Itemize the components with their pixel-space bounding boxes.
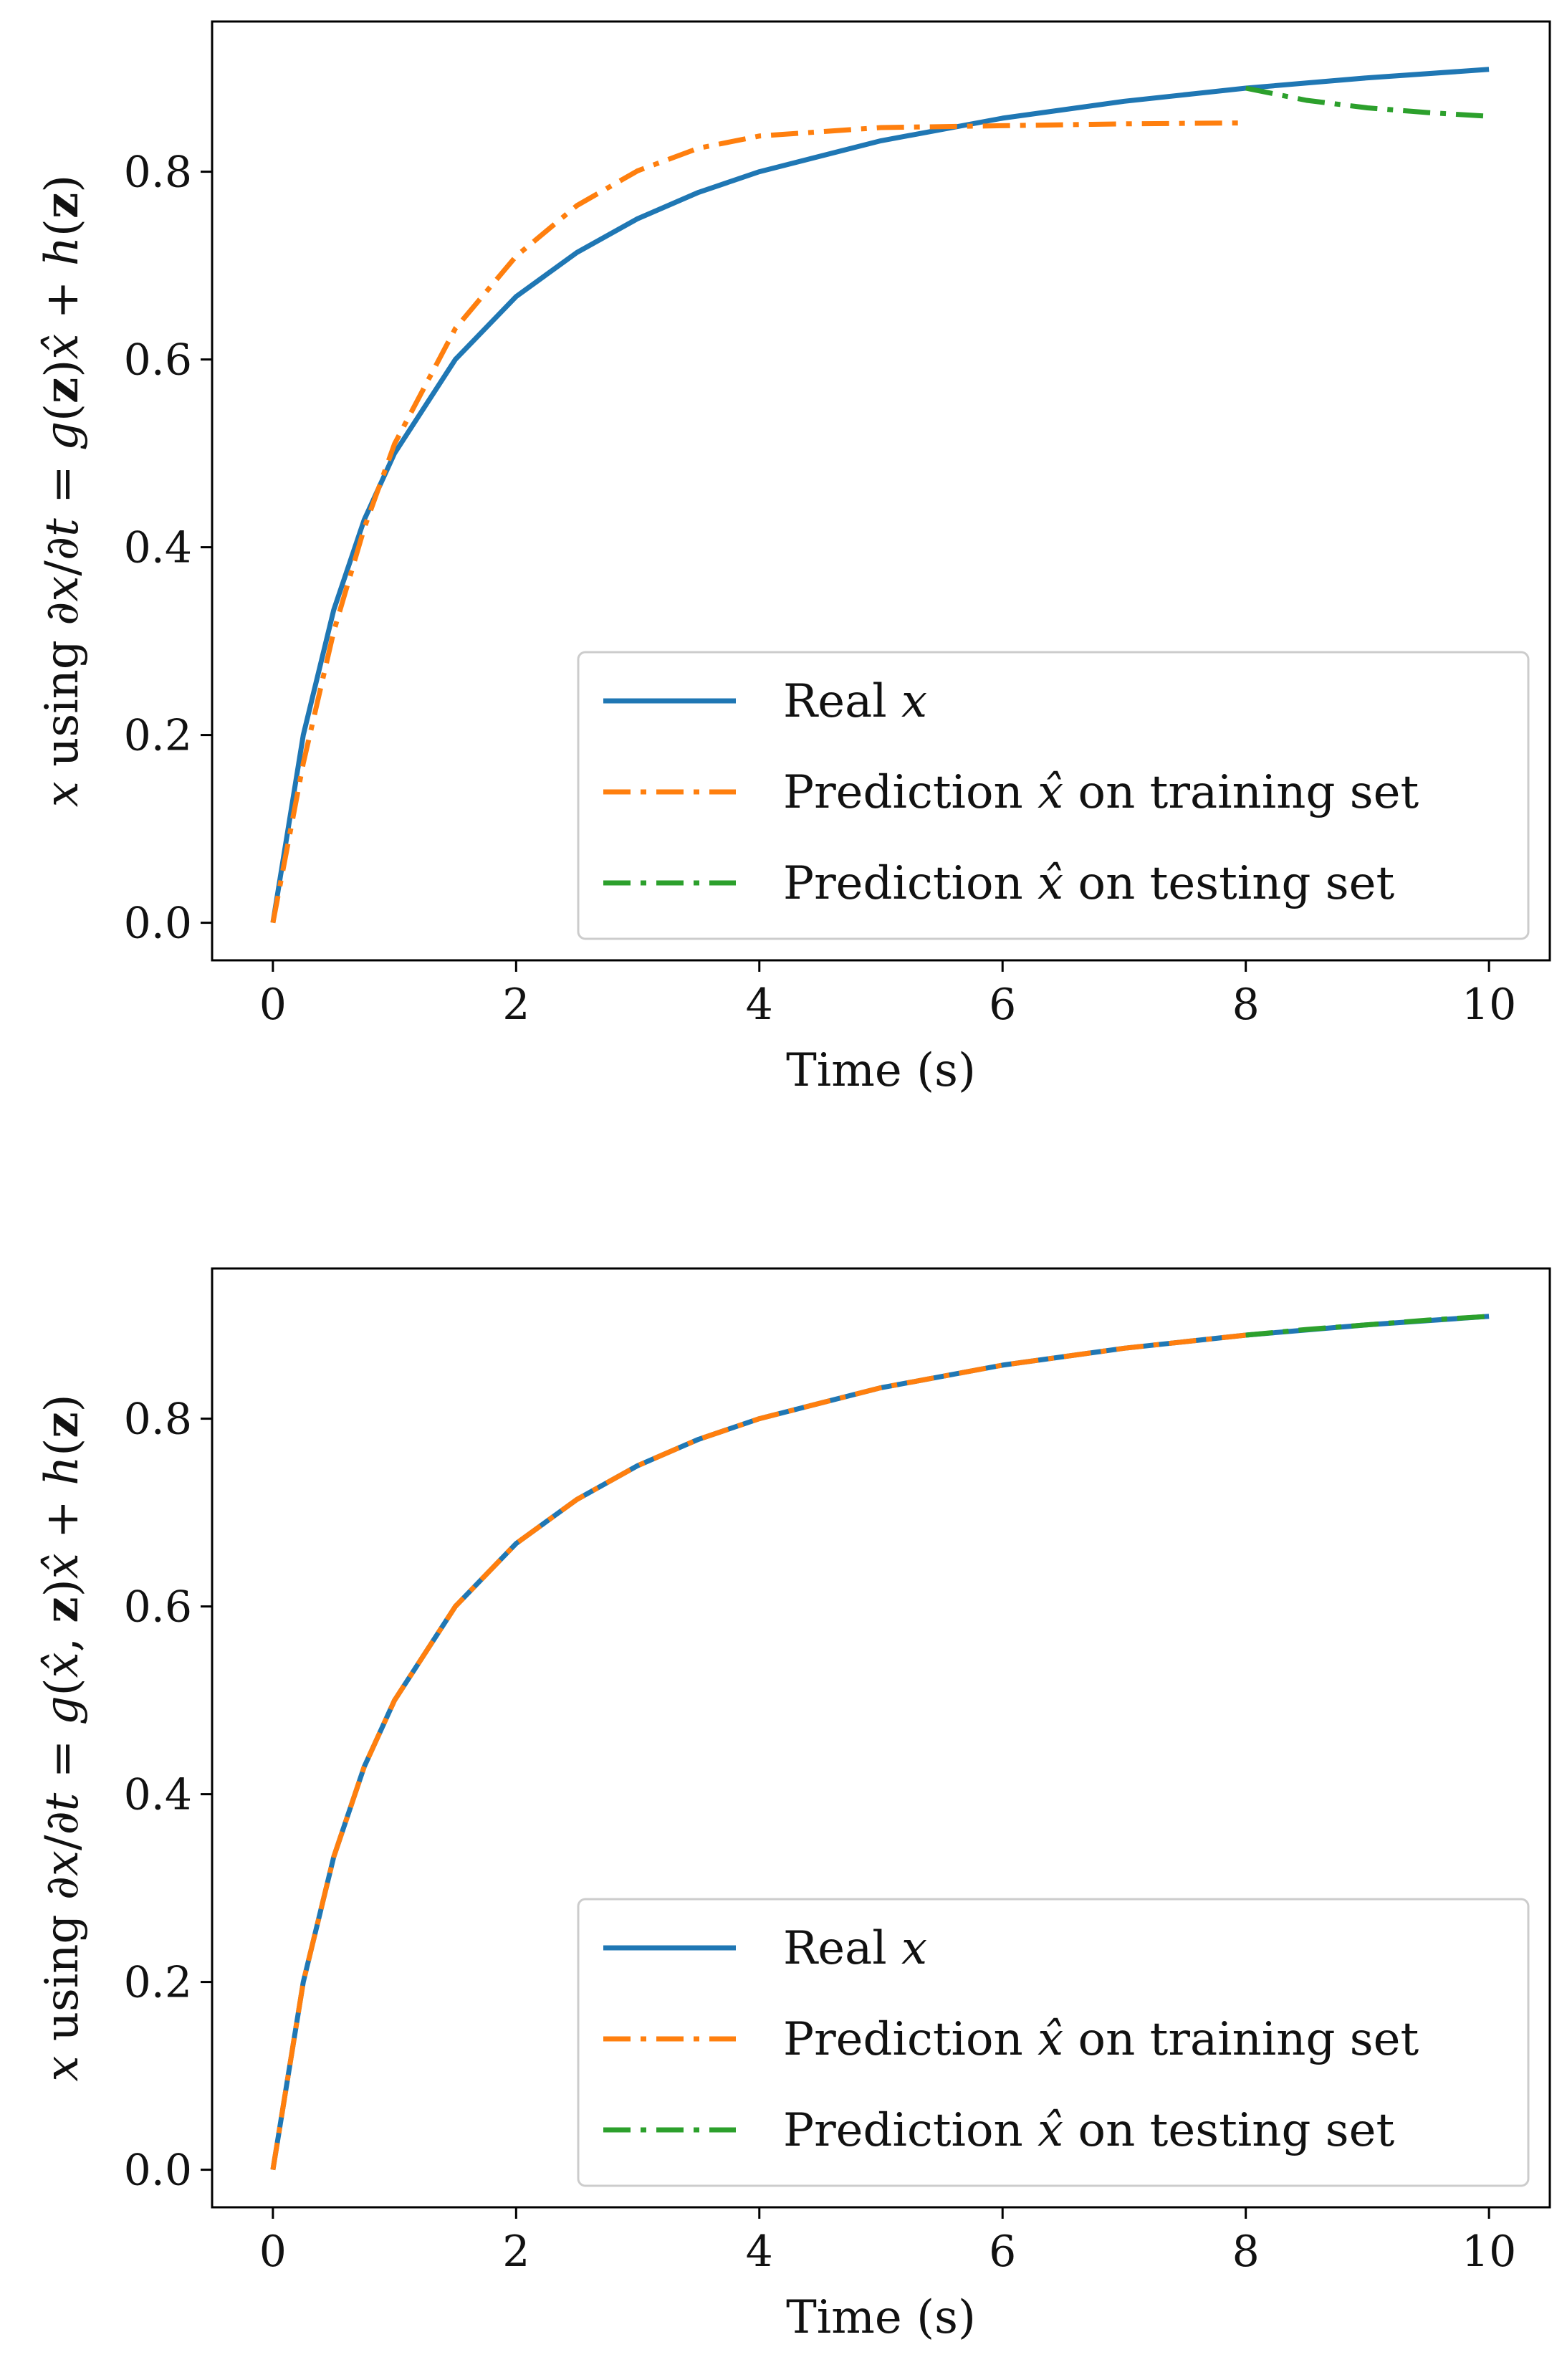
x-tick-label: 8 [1232, 980, 1260, 1030]
ylabel-text: ) [36, 175, 89, 193]
legend-label-text: on training set [1063, 766, 1419, 819]
legend-label-text: on testing set [1063, 857, 1394, 910]
y-tick-label: 0.6 [124, 1582, 192, 1633]
ylabel-text: /∂ [36, 537, 89, 576]
ylabel-var-xhat: x̂ [36, 334, 89, 360]
ylabel-text: /∂ [36, 1811, 89, 1850]
y-tick-label: 0.0 [124, 2146, 192, 2196]
x-tick-label: 6 [989, 2227, 1016, 2277]
x-axis-label: Time (s) [786, 1044, 976, 1097]
ylabel-text: using ∂ [36, 1876, 89, 2056]
legend-label-var: x [901, 675, 927, 728]
x-tick-label: 2 [502, 2227, 529, 2277]
legend-label-var: x̂ [1038, 766, 1063, 819]
legend-label-text: on testing set [1063, 2104, 1394, 2157]
ylabel-text: = [36, 1725, 89, 1792]
y-axis-label: x using ∂x/∂t = g(z)x̂ + h(z) [35, 175, 89, 808]
legend-label: Prediction x̂ on training set [783, 766, 1419, 819]
x-axis-label: Time (s) [786, 2291, 976, 2344]
legend-label: Prediction x̂ on testing set [783, 2104, 1395, 2157]
y-tick-label: 0.8 [124, 148, 192, 198]
legend-label: Prediction x̂ on training set [783, 2013, 1419, 2066]
legend-label: Real x [783, 1922, 927, 1975]
ylabel-func-g: g [36, 421, 89, 451]
series-line-train [270, 1332, 1247, 2171]
ylabel-var-z: z [35, 1597, 89, 1622]
series-line-test [1245, 1314, 1490, 1338]
series-line-test [1245, 85, 1490, 119]
legend-label: Prediction x̂ on testing set [783, 857, 1395, 910]
legend-box [577, 651, 1530, 940]
ylabel-var-xhat: x̂ [36, 1553, 89, 1579]
ylabel-text: = [36, 451, 89, 518]
plot-frame [211, 20, 1551, 962]
y-tick-label: 0.2 [124, 1958, 192, 2008]
x-tick-label: 8 [1232, 2227, 1260, 2277]
ylabel-text: ) [36, 1394, 89, 1412]
ylabel-text: ) [36, 360, 89, 378]
y-tick-label: 0.8 [124, 1395, 192, 1445]
ylabel-text: using ∂ [36, 602, 89, 782]
legend-label-var: x [901, 1922, 927, 1975]
ylabel-text: ( [36, 403, 89, 421]
ylabel-var-z: z [35, 193, 89, 219]
legend-label-text: Prediction [783, 857, 1038, 910]
x-tick-label: 10 [1462, 980, 1516, 1030]
x-tick-label: 4 [746, 2227, 773, 2277]
ylabel-var-z: z [35, 1412, 89, 1438]
y-tick-label: 0.4 [124, 1770, 192, 1820]
ylabel-var-xhat: x̂ [36, 1652, 89, 1678]
x-tick-label: 2 [502, 980, 529, 1030]
series-line-train [270, 120, 1246, 924]
ylabel-var-x: x [36, 576, 89, 602]
legend-label: Real x [783, 675, 927, 728]
y-tick-label: 0.4 [124, 523, 192, 573]
ylabel-text: + [36, 1486, 89, 1553]
legend-label-text: Prediction [783, 2104, 1038, 2157]
ylabel-var-x: x [36, 1850, 89, 1876]
ylabel-var-x: x [36, 781, 89, 807]
x-tick-label: 6 [989, 980, 1016, 1030]
legend-label-var: x̂ [1038, 2104, 1063, 2157]
y-axis-label: x using ∂x/∂t = g(x̂, z)x̂ + h(z) [35, 1394, 89, 2081]
x-tick-label: 10 [1462, 2227, 1516, 2277]
y-tick-label: 0.0 [124, 899, 192, 949]
legend-label-text: Real [783, 1922, 901, 1975]
x-tick-label: 0 [259, 980, 287, 1030]
legend-box [577, 1898, 1530, 2187]
ylabel-var-t: t [36, 1792, 89, 1811]
x-tick-label: 0 [259, 2227, 287, 2277]
ylabel-text: ) [36, 1579, 89, 1597]
ylabel-var-z: z [35, 378, 89, 403]
ylabel-text: ( [36, 1438, 89, 1456]
ylabel-text: ( [36, 1678, 89, 1696]
ylabel-text: ( [36, 219, 89, 236]
legend-label-text: Real [783, 675, 901, 728]
ylabel-func-g: g [36, 1696, 89, 1725]
legend-label-text: Prediction [783, 766, 1038, 819]
ylabel-text: , [36, 1623, 89, 1653]
series-line-real [270, 67, 1490, 924]
ylabel-func-h: h [36, 236, 89, 266]
ylabel-var-t: t [36, 518, 89, 537]
ylabel-func-h: h [36, 1456, 89, 1486]
y-tick-label: 0.6 [124, 335, 192, 386]
plot-frame [211, 1267, 1551, 2209]
legend-label-var: x̂ [1038, 857, 1063, 910]
legend-label-var: x̂ [1038, 2013, 1063, 2066]
y-tick-label: 0.2 [124, 711, 192, 761]
legend-label-text: Prediction [783, 2013, 1038, 2066]
ylabel-var-x: x [36, 2056, 89, 2082]
ylabel-text: + [36, 266, 89, 333]
x-tick-label: 4 [746, 980, 773, 1030]
legend-label-text: on training set [1063, 2013, 1419, 2066]
